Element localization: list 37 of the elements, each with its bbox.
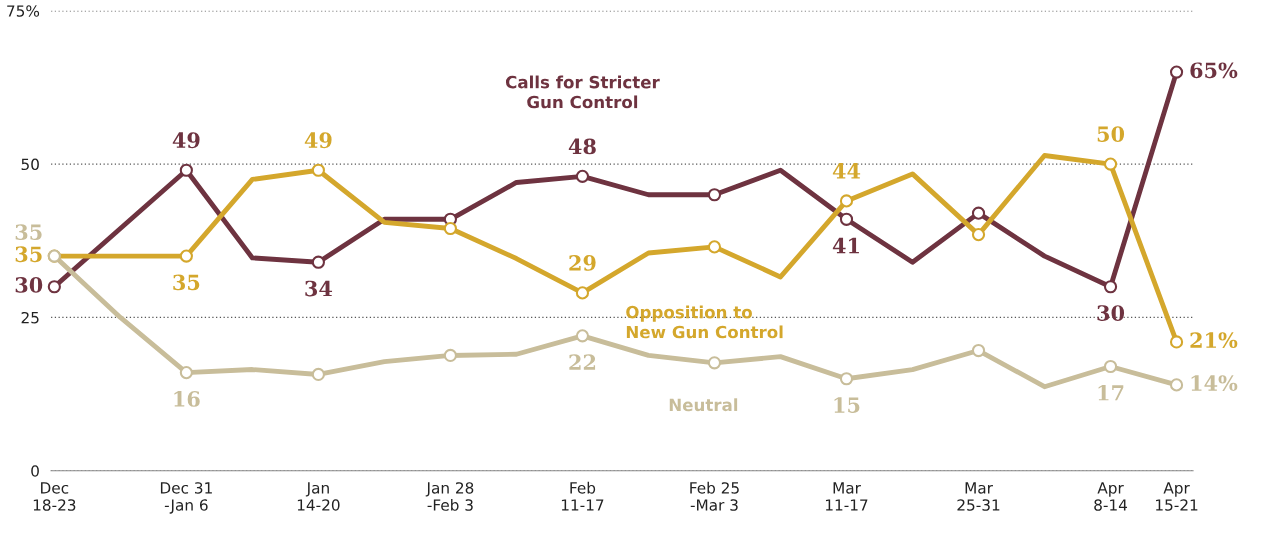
data-label: 21% xyxy=(1190,332,1238,348)
data-label: 15 xyxy=(834,397,860,413)
x-tick-label: Mar 25-31 xyxy=(957,482,1000,511)
x-tick-label: Feb 25 -Mar 3 xyxy=(690,481,739,511)
y-tick-label: 75% xyxy=(7,5,40,17)
y-tick-label: 25 xyxy=(21,311,39,324)
data-label: 22 xyxy=(569,354,596,370)
data-label: 48 xyxy=(568,138,596,155)
data-label: 16 xyxy=(174,391,200,407)
data-label: 30 xyxy=(1097,305,1125,321)
data-label: 50 xyxy=(1097,126,1125,142)
x-tick-label: Dec 31 -Jan 6 xyxy=(160,482,212,514)
data-label: 17 xyxy=(1098,384,1124,401)
data-label: 35 xyxy=(15,224,42,241)
x-tick-label: Dec 18-23 xyxy=(33,482,76,511)
data-label: 29 xyxy=(569,255,596,271)
x-tick-label: Apr 8-14 xyxy=(1094,482,1128,511)
data-label: 65% xyxy=(1190,62,1238,79)
data-label: 35 xyxy=(15,246,42,263)
text: Neutral xyxy=(669,398,738,412)
data-label: 44 xyxy=(832,163,861,179)
y-tick-label: 0 xyxy=(31,465,39,477)
data-label: 41 xyxy=(832,237,859,254)
x-tick-label: Feb 11-17 xyxy=(561,481,604,511)
data-label: 49 xyxy=(172,132,200,149)
series-label: Opposition to New Gun Control xyxy=(626,305,783,339)
data-label: 49 xyxy=(304,132,332,149)
data-label: 34 xyxy=(305,280,333,297)
x-tick-label: Jan 28 -Feb 3 xyxy=(425,482,474,511)
data-label: 35 xyxy=(173,274,200,291)
x-tick-label: Jan 14-20 xyxy=(297,482,340,511)
y-tick-label: 50 xyxy=(21,158,39,171)
x-tick-label: Apr 15-21 xyxy=(1156,482,1198,511)
data-label: 30 xyxy=(15,277,43,293)
data-label: 14% xyxy=(1191,375,1238,391)
text: Calls for Stricter Gun Control xyxy=(505,75,660,109)
x-tick-label: Mar 11-17 xyxy=(825,482,868,511)
